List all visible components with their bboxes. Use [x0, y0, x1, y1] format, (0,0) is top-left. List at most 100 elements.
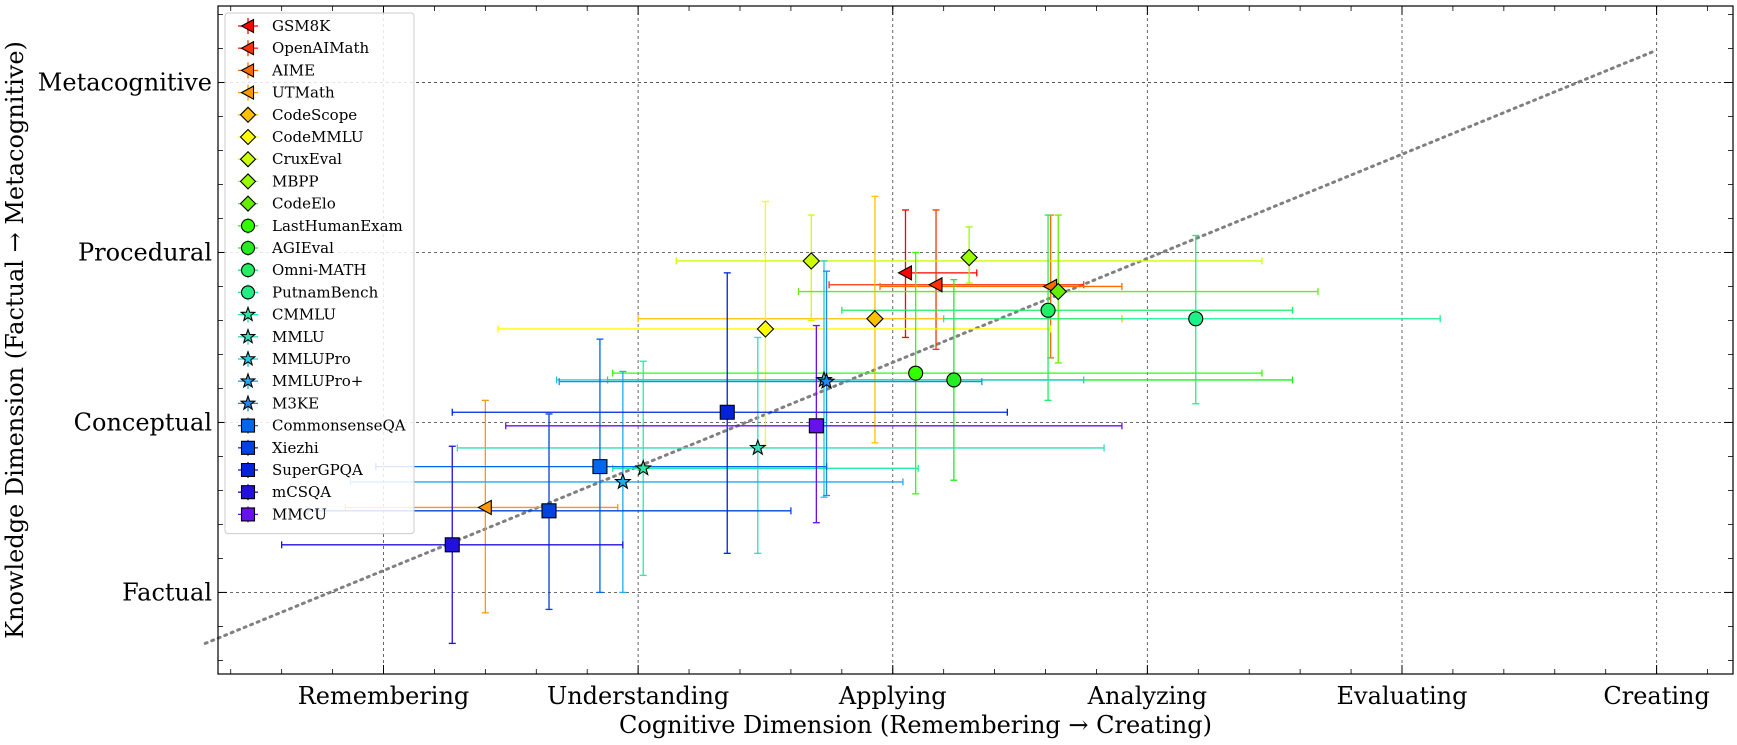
- legend-item-mbpp: MBPP: [238, 172, 319, 190]
- x-tick-label: Creating: [1603, 682, 1710, 710]
- x-axis-label: Cognitive Dimension (Remembering → Creat…: [619, 711, 1212, 739]
- cruxeval-point: [802, 252, 821, 270]
- legend-marker-gsm8k: [240, 18, 255, 34]
- gsm8k-point: [897, 264, 912, 281]
- mmlupro-point: [613, 472, 632, 490]
- markers-layer: [444, 248, 1204, 553]
- legend-label-cruxeval: CruxEval: [272, 150, 342, 168]
- legend-item-openaimath: OpenAIMath: [238, 39, 370, 57]
- legend-marker-omni-math: [240, 263, 256, 278]
- legend-marker-mmcu: [240, 507, 256, 522]
- legend-label-openaimath: OpenAIMath: [272, 39, 370, 57]
- legend-item-omni-math: Omni-MATH: [238, 261, 367, 279]
- codescope-point: [866, 309, 884, 328]
- trend-line-layer: [203, 48, 1659, 645]
- legend-marker-xiezhi: [240, 440, 256, 455]
- legend-marker-codescope: [239, 106, 257, 124]
- supergpqa-point: [719, 404, 735, 420]
- x-tick-label: Understanding: [547, 682, 729, 710]
- x-tick-label: Evaluating: [1337, 682, 1468, 710]
- legend-item-commonsenseqa: CommonsenseQA: [238, 417, 406, 435]
- legend-marker-utmath: [240, 85, 255, 101]
- y-tick-label: Procedural: [78, 238, 212, 266]
- legend-item-supergpqa: SuperGPQA: [238, 461, 363, 479]
- legend-marker-cruxeval: [239, 150, 257, 168]
- legend-label-cmmlu: CMMLU: [272, 306, 336, 324]
- axis-ticks: Remembering Understanding Applying Analyzin…: [38, 6, 1733, 710]
- legend-marker-mmlu: [239, 328, 257, 344]
- legend-label-codescope: CodeScope: [272, 106, 357, 124]
- legend-label-lasthumanexam: LastHumanExam: [272, 217, 403, 235]
- mmlu-errorbar: [456, 336, 1105, 554]
- y-tick-label: Conceptual: [74, 408, 212, 436]
- legend-label-mmlupro: MMLUPro: [272, 350, 351, 368]
- legend-marker-putnambench: [240, 285, 256, 300]
- x-tick-label: Remembering: [298, 682, 470, 710]
- legend-label-mmlu: MMLU: [272, 328, 325, 346]
- legend-label-omni-math: Omni-MATH: [272, 261, 367, 279]
- plot-frame: [217, 5, 1734, 675]
- xiezhi-point: [541, 503, 557, 519]
- legend-item-codescope: CodeScope: [238, 106, 357, 124]
- legend: GSM8K OpenAIMath AIME UTMath CodeScope CodeMM…: [224, 12, 415, 535]
- lasthumanexam-point: [908, 365, 924, 381]
- legend-item-gsm8k: GSM8K: [238, 17, 331, 35]
- legend-marker-mmlupro: [239, 372, 257, 389]
- legend-label-commonsenseqa: CommonsenseQA: [272, 417, 406, 435]
- legend-item-agieval: AGIEval: [238, 239, 334, 257]
- legend-marker-lasthumanexam: [240, 218, 256, 233]
- y-tick-label: Factual: [122, 578, 212, 606]
- legend-item-putnambench: PutnamBench: [238, 283, 379, 301]
- legend-item-m3ke: M3KE: [238, 394, 319, 412]
- y-tick-label: Metacognitive: [38, 68, 212, 96]
- legend-label-codemmlu: CodeMMLU: [272, 128, 364, 146]
- legend-label-m3ke: M3KE: [272, 394, 319, 412]
- legend-item-codeelo: CodeElo: [238, 195, 336, 213]
- legend-marker-mcsqa: [240, 485, 256, 500]
- legend-item-mmcu: MMCU: [238, 505, 327, 523]
- legend-item-utmath: UTMath: [238, 84, 335, 102]
- legend-label-utmath: UTMath: [272, 84, 335, 102]
- legend-label-codeelo: CodeElo: [272, 195, 336, 213]
- mmcu-point: [808, 418, 824, 434]
- legend-marker-commonsenseqa: [240, 418, 256, 433]
- legend-marker-supergpqa: [240, 462, 256, 478]
- x-tick-label: Applying: [838, 682, 947, 710]
- legend-label-mmcu: MMCU: [272, 505, 327, 523]
- legend-label-gsm8k: GSM8K: [272, 17, 331, 35]
- legend-marker-agieval: [240, 240, 256, 256]
- legend-marker-openaimath: [240, 40, 255, 56]
- commonsenseqa-point: [592, 459, 608, 475]
- legend-item-cmmlu: CMMLU: [238, 306, 336, 324]
- legend-label-mcsqa: mCSQA: [272, 483, 331, 501]
- legend-item-codemmlu: CodeMMLU: [238, 128, 364, 146]
- openaimath-point: [927, 276, 943, 293]
- legend-item-mcsqa: mCSQA: [238, 483, 331, 501]
- legend-marker-aime: [240, 62, 255, 78]
- legend-item-xiezhi: Xiezhi: [238, 439, 319, 457]
- agieval-point: [946, 372, 962, 388]
- grid-lines: [218, 6, 1733, 674]
- mcsqa-point: [444, 537, 460, 553]
- legend-marker-m3ke: [239, 394, 257, 411]
- legend-marker-mmlupro: [239, 350, 257, 367]
- utmath-point: [477, 499, 492, 516]
- legend-item-aime: AIME: [238, 61, 315, 79]
- legend-label-agieval: AGIEval: [271, 239, 334, 257]
- mmlu-point: [748, 438, 767, 456]
- mbpp-point: [960, 248, 978, 267]
- legend-label-mbpp: MBPP: [272, 172, 319, 190]
- legend-frame: [224, 12, 415, 535]
- legend-label-putnambench: PutnamBench: [272, 283, 379, 301]
- error-bars-layer: [281, 195, 1441, 645]
- legend-label-mmlupro: MMLUPro+: [272, 372, 363, 390]
- legend-item-cruxeval: CruxEval: [238, 150, 342, 168]
- y-axis-label: Knowledge Dimension (Factual → Metacogni…: [1, 41, 29, 639]
- legend-marker-codeelo: [239, 195, 257, 212]
- m3ke-point: [817, 372, 836, 390]
- legend-item-mmlu: MMLU: [238, 328, 325, 346]
- legend-marker-mbpp: [239, 173, 257, 190]
- legend-item-mmlupro: MMLUPro+: [238, 372, 363, 390]
